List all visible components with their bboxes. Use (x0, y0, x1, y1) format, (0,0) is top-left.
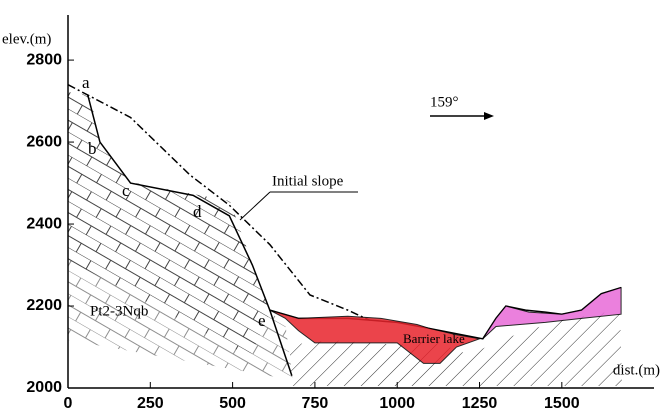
x-tick-label: 1500 (544, 395, 580, 412)
annotation: e (258, 311, 266, 330)
annotation: a (82, 73, 90, 92)
annotation: c (122, 181, 130, 200)
y-tick-label: 2000 (26, 379, 62, 396)
annotation: 159° (430, 94, 459, 110)
y-axis-label: elev.(m) (2, 31, 51, 47)
annotation: Barrier lake (403, 331, 465, 346)
x-tick-label: 250 (137, 395, 164, 412)
annotation: b (88, 139, 97, 158)
x-tick-label: 750 (302, 395, 329, 412)
x-tick-label: 1250 (462, 395, 498, 412)
x-axis-label: dist.(m) (613, 362, 660, 378)
x-tick-label: 1000 (379, 395, 415, 412)
annotation: d (193, 202, 202, 221)
x-tick-label: 500 (219, 395, 246, 412)
annotation: Pt2-3Nqb (90, 303, 148, 319)
profile-line (67, 84, 371, 322)
arrow-head (484, 112, 494, 120)
y-tick-label: 2800 (26, 51, 62, 68)
bedrock (68, 92, 622, 386)
profile-line (269, 309, 293, 376)
y-tick-label: 2600 (26, 133, 62, 150)
annotation: Initial slope (272, 173, 344, 189)
deposit (482, 286, 622, 340)
x-tick-label: 0 (64, 395, 73, 412)
y-tick-label: 2200 (26, 297, 62, 314)
y-tick-label: 2400 (26, 215, 62, 232)
deposit (269, 309, 482, 364)
leader (239, 191, 271, 221)
